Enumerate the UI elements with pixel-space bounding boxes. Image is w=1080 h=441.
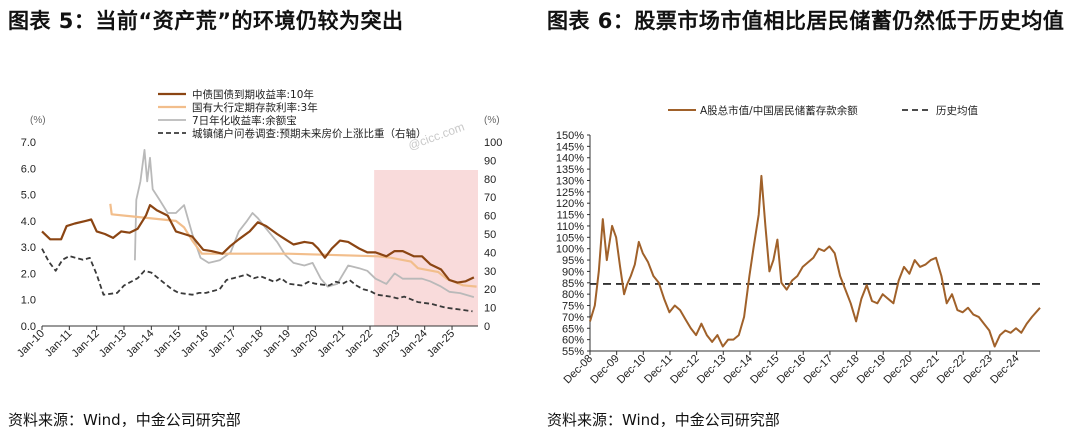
y-tick-label: 125% (556, 187, 584, 199)
x-tick-label: Dec-18 (828, 353, 862, 387)
y-tick-label: 105% (556, 232, 584, 244)
y-right-tick-label: 30 (484, 266, 496, 278)
x-tick-label: Dec-13 (695, 353, 729, 387)
y-left-tick-label: 3.0 (21, 242, 36, 254)
legend-label: A股总市值/中国居民储蓄存款余额 (700, 104, 858, 117)
legend-label: 7日年化收益率:余额宝 (192, 114, 297, 127)
y-right-tick-label: 70 (484, 192, 496, 204)
x-tick-label: Dec-15 (748, 353, 782, 387)
x-tick-label: Jan-18 (234, 328, 266, 360)
y-left-tick-label: 6.0 (21, 163, 36, 175)
legend-label: 历史均值 (936, 104, 978, 117)
x-tick-label: Dec-16 (775, 353, 809, 387)
legend-label: 中债国债到期收益率:10年 (192, 88, 314, 101)
x-tick-label: Jan-20 (288, 328, 320, 360)
y-tick-label: 130% (556, 175, 584, 187)
figure5-source: 资料来源：Wind，中金公司研究部 (8, 411, 241, 429)
y-left-tick-label: 4.0 (21, 216, 36, 228)
x-tick-label: Dec-09 (588, 353, 622, 387)
x-tick-label: Jan-15 (152, 328, 184, 360)
x-tick-label: Dec-23 (961, 353, 995, 387)
x-tick-label: Jan-24 (398, 328, 430, 360)
y-tick-label: 70% (562, 312, 584, 324)
y-left-tick-label: 1.0 (21, 295, 36, 307)
y-right-tick-label: 10 (484, 303, 496, 315)
x-tick-label: Dec-24 (988, 353, 1022, 387)
y-tick-label: 80% (562, 289, 584, 301)
y-right-tick-label: 90 (484, 155, 496, 167)
series-line-2 (134, 149, 475, 298)
figure6-title: 图表 6：股票市场市值相比居民储蓄仍然低于历史均值 (547, 9, 1065, 33)
x-tick-label: Jan-23 (370, 328, 402, 360)
x-tick-label: Dec-14 (722, 353, 756, 387)
series-line-3 (41, 248, 473, 313)
x-tick-label: Jan-16 (179, 328, 211, 360)
y-tick-label: 135% (556, 164, 584, 176)
y-right-unit: (%) (484, 115, 500, 126)
series-line-1 (109, 203, 477, 288)
y-tick-label: 65% (562, 323, 584, 335)
y-left-tick-label: 2.0 (21, 268, 36, 280)
series-line-0 (41, 204, 475, 284)
x-tick-label: Jan-22 (343, 328, 375, 360)
x-tick-label: Jan-11 (43, 328, 75, 360)
y-tick-label: 95% (562, 255, 584, 267)
legend-label: 城镇储户问卷调查:预期未来房价上涨比重（右轴） (192, 127, 427, 140)
y-tick-label: 90% (562, 266, 584, 278)
y-tick-label: 100% (556, 244, 584, 256)
x-tick-label: Dec-22 (935, 353, 969, 387)
ratio-line (589, 174, 1041, 348)
y-tick-label: 140% (556, 153, 584, 165)
y-tick-label: 150% (556, 130, 584, 142)
x-tick-label: Dec-19 (855, 353, 889, 387)
figure6-chart: 55%60%65%70%75%80%85%90%95%100%105%110%1… (556, 104, 1041, 387)
x-tick-label: Jan-14 (124, 328, 156, 360)
x-tick-label: Dec-12 (668, 353, 702, 387)
shaded-period (374, 170, 478, 326)
figure6-source: 资料来源：Wind，中金公司研究部 (547, 411, 780, 429)
y-left-tick-label: 5.0 (21, 190, 36, 202)
y-left-tick-label: 0.0 (21, 321, 36, 333)
x-tick-label: Dec-20 (881, 353, 915, 387)
x-tick-label: Dec-21 (908, 353, 942, 387)
y-tick-label: 110% (557, 221, 585, 233)
y-tick-label: 145% (556, 141, 584, 153)
y-tick-label: 55% (562, 346, 584, 358)
legend-label: 国有大行定期存款利率:3年 (192, 101, 318, 114)
y-tick-label: 115% (557, 210, 585, 222)
x-tick-label: Jan-21 (316, 328, 348, 360)
x-tick-label: Jan-13 (97, 328, 129, 360)
figure5-title: 图表 5：当前“资产荒”的环境仍较为突出 (8, 9, 404, 33)
y-right-tick-label: 40 (484, 247, 496, 259)
y-right-tick-label: 0 (484, 321, 490, 333)
y-right-tick-label: 100 (484, 137, 502, 149)
figure5-chart: @cicc.com0.01.02.03.04.05.06.07.0(%)0102… (15, 88, 503, 360)
y-right-tick-label: 50 (484, 229, 496, 241)
y-tick-label: 75% (562, 301, 584, 313)
y-tick-label: 60% (562, 335, 584, 347)
y-left-tick-label: 7.0 (21, 137, 36, 149)
y-left-unit: (%) (30, 115, 46, 126)
y-right-tick-label: 20 (484, 284, 496, 296)
x-tick-label: Jan-12 (70, 328, 102, 360)
y-tick-label: 85% (562, 278, 584, 290)
y-right-tick-label: 60 (484, 211, 496, 223)
y-tick-label: 120% (556, 198, 584, 210)
x-tick-label: Jan-19 (261, 328, 293, 360)
x-tick-label: Dec-10 (615, 353, 649, 387)
x-tick-label: Jan-17 (206, 328, 238, 360)
y-right-tick-label: 80 (484, 174, 496, 186)
x-tick-label: Dec-17 (801, 353, 835, 387)
x-tick-label: Jan-25 (425, 328, 457, 360)
